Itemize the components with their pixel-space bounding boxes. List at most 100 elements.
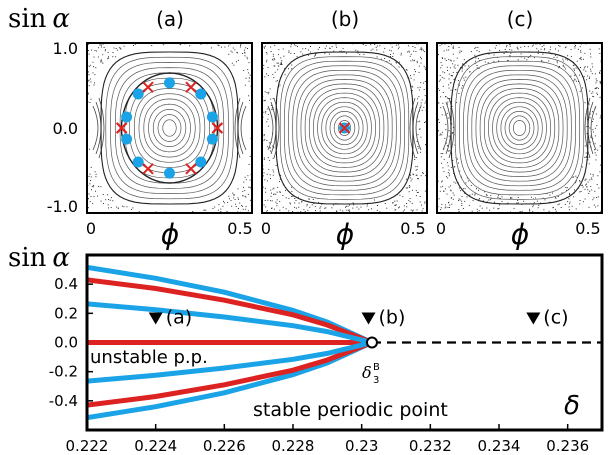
chaotic-sea-dot (448, 87, 450, 89)
chaotic-sea-dot (421, 204, 422, 206)
panel-c-title: (c) (507, 7, 534, 31)
chaotic-sea-dot (445, 142, 447, 144)
chaotic-sea-dot (490, 194, 492, 196)
chaotic-sea-dot (324, 47, 326, 49)
chaotic-sea-dot (233, 64, 235, 66)
chaotic-sea-dot (400, 54, 402, 56)
chaotic-sea-dot (389, 60, 390, 62)
chaotic-sea-dot (439, 45, 441, 47)
chaotic-sea-dot (271, 208, 273, 209)
chaotic-sea-dot (483, 200, 485, 202)
panel-b-xtick-05: 0.5 (400, 219, 425, 238)
unstable-point-marker (115, 122, 128, 134)
annotation-triangle (526, 312, 541, 325)
chaotic-sea-dot (497, 196, 499, 198)
chaotic-sea-dot (270, 200, 271, 202)
chaotic-sea-dot (511, 49, 513, 51)
chaotic-sea-dot (413, 79, 415, 81)
chaotic-sea-dot (421, 58, 422, 60)
chaotic-sea-dot (440, 209, 442, 211)
chaotic-sea-dot (574, 47, 576, 49)
panel-b-xlabel: ϕ (336, 218, 354, 251)
chaotic-sea-dot (240, 44, 241, 46)
kam-torus (162, 119, 177, 137)
chaotic-sea-dot (279, 84, 281, 86)
chaotic-sea-dot (597, 175, 599, 177)
chaotic-sea-dot (325, 207, 327, 209)
chaotic-sea-dot (356, 206, 358, 208)
chaotic-sea-dot (478, 199, 480, 201)
chaotic-sea-dot (423, 89, 425, 90)
chaotic-sea-dot (440, 62, 442, 64)
chaotic-sea-dot (459, 52, 461, 54)
chaotic-sea-dot (314, 205, 316, 207)
chaotic-sea-dot (438, 122, 440, 123)
chaotic-sea-dot (88, 175, 90, 177)
chaotic-sea-dot (421, 49, 422, 51)
chaotic-sea-dot (557, 204, 559, 206)
chaotic-sea-dot (415, 190, 417, 192)
chaotic-sea-dot (265, 52, 267, 53)
chaotic-sea-dot (579, 46, 581, 48)
chaotic-sea-dot (474, 47, 476, 49)
side-island-curve (445, 101, 452, 155)
chaotic-sea-dot (439, 75, 441, 76)
chaotic-sea-dot (419, 120, 421, 122)
chaotic-sea-dot (438, 102, 440, 104)
chaotic-sea-dot (277, 65, 279, 67)
chaotic-sea-dot (404, 209, 405, 211)
chaotic-sea-dot (400, 52, 402, 54)
chaotic-sea-dot (463, 59, 465, 61)
chaotic-sea-dot (309, 206, 311, 208)
chaotic-sea-dot (289, 202, 291, 204)
chaotic-sea-dot (425, 100, 427, 102)
bottom-ylabel: sin α (8, 243, 70, 273)
chaotic-sea-dot (362, 44, 364, 45)
chaotic-sea-dot (445, 206, 447, 208)
chaotic-sea-dot (272, 55, 274, 57)
chaotic-sea-dot (267, 93, 269, 95)
chaotic-sea-dot (530, 196, 532, 198)
kam-torus (475, 79, 564, 177)
panel-b-markers (338, 122, 351, 134)
chaotic-sea-dot (408, 191, 410, 193)
chaotic-sea-dot (349, 210, 351, 212)
chaotic-sea-dot (595, 87, 597, 89)
chaotic-sea-dot (476, 65, 478, 66)
chaotic-sea-dot (479, 60, 481, 61)
chaotic-sea-dot (290, 203, 291, 205)
chaotic-sea-dot (408, 51, 410, 53)
chaotic-sea-dot (424, 95, 426, 97)
chaotic-sea-dot (89, 201, 91, 203)
chaotic-sea-dot (591, 92, 593, 94)
chaotic-sea-dot (88, 198, 89, 200)
chaotic-sea-dot (571, 205, 573, 207)
chaotic-sea-dot (279, 181, 280, 183)
bottom-xtick-label: 0.228 (272, 437, 315, 455)
chaotic-sea-dot (585, 156, 587, 158)
chaotic-sea-dot (582, 58, 584, 60)
chaotic-sea-dot (586, 186, 588, 188)
chaotic-sea-dot (589, 117, 591, 119)
annotation-label: (b) (379, 307, 406, 329)
chaotic-sea-dot (102, 54, 104, 56)
chaotic-sea-dot (595, 82, 597, 84)
chaotic-sea-dot (291, 211, 293, 213)
chaotic-sea-dot (576, 60, 578, 62)
chaotic-sea-dot (583, 76, 585, 78)
chaotic-sea-dot (101, 44, 102, 46)
chaotic-sea-dot (594, 127, 596, 129)
chaotic-sea-dot (294, 202, 296, 204)
top-ytick-0: 0.0 (53, 119, 78, 138)
unstable-point-marker (211, 122, 224, 134)
chaotic-sea-dot (452, 127, 454, 128)
chaotic-sea-dot (365, 44, 367, 46)
kam-torus (337, 120, 352, 136)
chaotic-sea-dot (498, 208, 500, 209)
chaotic-sea-dot (567, 55, 569, 57)
chaotic-sea-dot (469, 194, 471, 196)
annotation-label: (a) (166, 307, 192, 329)
chaotic-sea-dot (584, 102, 586, 104)
chaotic-sea-dot (407, 45, 409, 47)
chaotic-sea-dot (270, 98, 272, 100)
